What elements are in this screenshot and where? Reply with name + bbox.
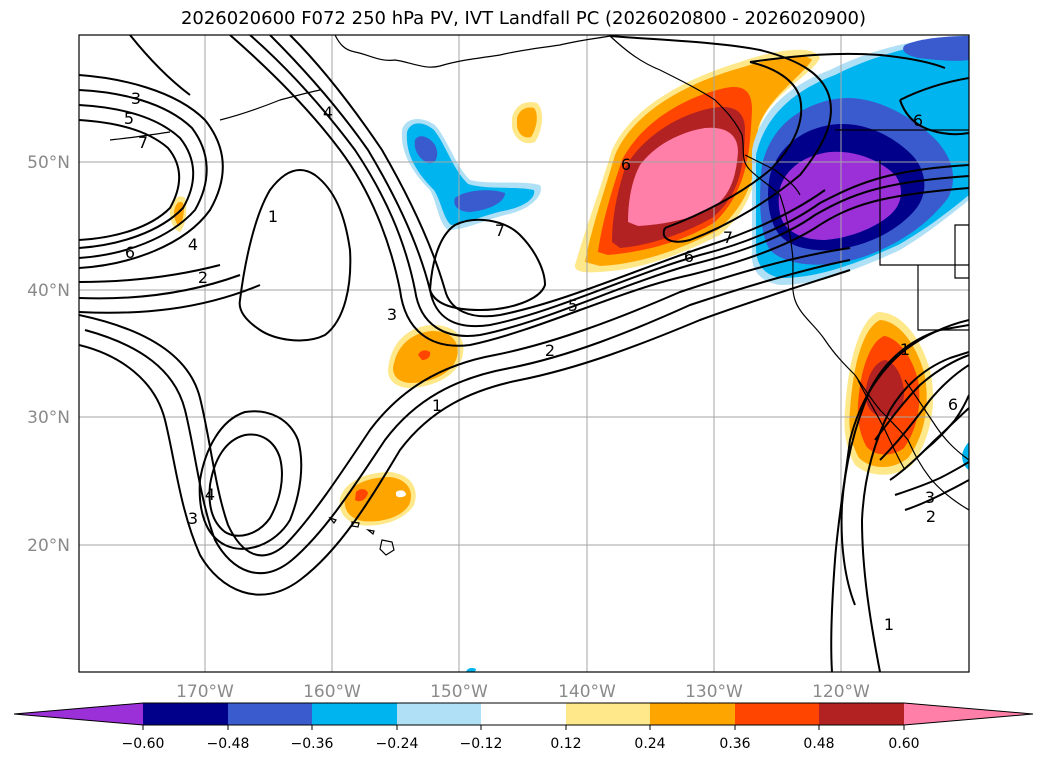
pos-anomaly-hawaii-white	[396, 490, 406, 498]
contour-label: 7	[495, 221, 505, 240]
colorbar-tick-label: 0.60	[888, 736, 919, 752]
colorbar-segment	[228, 703, 312, 725]
colorbar-tick-label: −0.36	[291, 736, 334, 752]
colorbar-tick-label: −0.24	[376, 736, 419, 752]
colorbar-tick-label: 0.24	[634, 736, 665, 752]
colorbar-tick-label: −0.60	[122, 736, 165, 752]
pos-anomaly-central-red	[418, 350, 431, 360]
contour-label: 3	[188, 509, 198, 528]
pos-anomaly-small-west-core	[174, 202, 184, 226]
latitude-labels: 50°N 40°N 30°N 20°N	[27, 153, 70, 556]
gridlines	[79, 35, 969, 672]
contour-label: 6	[913, 111, 923, 130]
colorbar-tick-label: −0.12	[460, 736, 503, 752]
coastlines	[109, 35, 969, 511]
contour-label: 6	[948, 395, 958, 414]
lon-label: 160°W	[303, 682, 361, 702]
contour-label: 2	[545, 341, 555, 360]
lon-label: 150°W	[430, 682, 488, 702]
lon-label: 120°W	[812, 682, 870, 702]
contour-label: 1	[900, 340, 910, 359]
contour-label: 6	[125, 243, 135, 262]
contour-label: 4	[205, 485, 215, 504]
lat-label: 40°N	[27, 281, 70, 301]
neg-anomaly-royal-ne	[903, 36, 969, 61]
contour-label: 2	[926, 507, 936, 526]
plot-title: 2026020600 F072 250 hPa PV, IVT Landfall…	[180, 8, 867, 29]
contour-label: 3	[925, 488, 935, 507]
contour-label: 1	[432, 396, 442, 415]
colorbar-tick-label: −0.48	[207, 736, 250, 752]
pos-anomaly-hawaii-red	[355, 489, 368, 502]
contour-label: 6	[621, 155, 631, 174]
lat-label: 20°N	[27, 536, 70, 556]
map-frame	[78, 34, 970, 673]
colorbar-segment	[650, 703, 735, 725]
contour-label: 5	[124, 109, 134, 128]
contour-label: 1	[268, 207, 278, 226]
colorbar-segment	[397, 703, 481, 725]
longitude-labels: 170°W 160°W 150°W 140°W 130°W 120°W	[176, 682, 870, 702]
colorbar-tick-label: 0.12	[550, 736, 581, 752]
colorbar-segment	[566, 703, 650, 725]
contour-label: 7	[723, 228, 733, 247]
neg-anomaly-small-south	[466, 668, 476, 672]
colorbar-segment	[735, 703, 819, 725]
contour-label: 2	[198, 268, 208, 287]
contour-label: 7	[138, 133, 148, 152]
colorbar-segment	[312, 703, 397, 725]
contour-label: 4	[188, 235, 198, 254]
contour-label: 1	[884, 615, 894, 634]
contour-label: 4	[323, 103, 333, 122]
colorbar-tick-label: 0.36	[719, 736, 750, 752]
colorbar: −0.60 −0.48 −0.36 −0.24 −0.12 0.12 0.24 …	[13, 702, 1034, 752]
contour-label: 3	[131, 89, 141, 108]
lat-label: 30°N	[27, 408, 70, 428]
lon-label: 140°W	[558, 682, 616, 702]
colorbar-segment	[819, 703, 904, 725]
colorbar-tick-label: 0.48	[803, 736, 834, 752]
lon-label: 170°W	[176, 682, 234, 702]
pos-anomaly-pink-nw	[628, 127, 738, 226]
colorbar-extend-left	[14, 703, 143, 725]
neg-anomaly-blue-gulf	[406, 123, 535, 225]
colorbar-segment	[143, 703, 228, 725]
contour-label: 3	[387, 305, 397, 324]
contour-labels: 3 5 7 6 4 2 1 4 3 5 2 1 7 6 7 6 6 1 2 3 …	[124, 89, 958, 634]
colorbar-extend-right	[904, 703, 1033, 725]
colorbar-segment	[481, 703, 566, 725]
contour-label: 6	[684, 247, 694, 266]
map-content: 3 5 7 6 4 2 1 4 3 5 2 1 7 6 7 6 6 1 2 3 …	[79, 35, 969, 672]
neg-anomaly-royal-gulf-1	[414, 136, 438, 164]
pv-contours	[79, 35, 969, 672]
neg-anomaly-royal-gulf-2	[454, 190, 505, 212]
lon-label: 130°W	[685, 682, 743, 702]
pos-anomaly-small-gulf-core	[517, 107, 537, 138]
lat-label: 50°N	[27, 153, 70, 173]
contour-label: 5	[568, 296, 578, 315]
